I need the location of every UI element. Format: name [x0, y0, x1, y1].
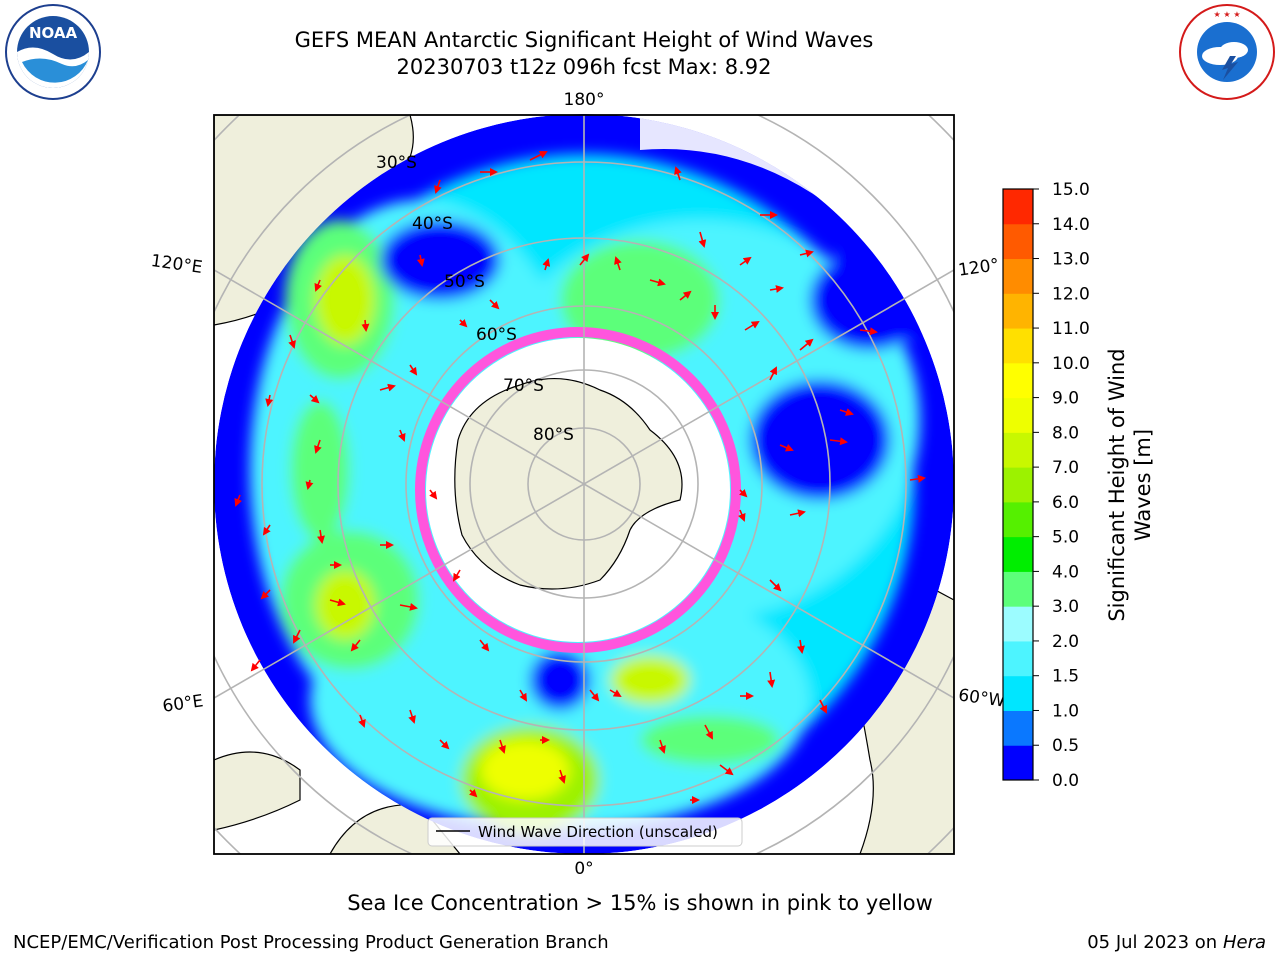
colorbar: 0.0 0.5 1.0 1.5 2.0 3.0 4.0 5.0 6.0 7.0 8.0 9.0 10.0…: [1002, 180, 1155, 791]
colorbar-segment: [1003, 710, 1033, 746]
colorbar-segment: [1003, 328, 1033, 364]
colorbar-tick-label: 1.0: [1052, 701, 1079, 721]
colorbar-segment: [1003, 258, 1033, 294]
lon-label-0: 0°: [574, 859, 593, 879]
lat-label-40s: 40°S: [412, 214, 453, 234]
date-text: 05 Jul 2023 on: [1087, 932, 1218, 953]
colorbar-segment: [1003, 571, 1033, 607]
colorbar-tick-label: 0.5: [1052, 736, 1079, 756]
noaa-logo-text: NOAA: [29, 24, 78, 42]
date-stamp: 05 Jul 2023 on Hera: [1087, 932, 1266, 953]
colorbar-tick-label: 14.0: [1052, 215, 1090, 235]
colorbar-tick-label: 1.5: [1052, 667, 1079, 687]
colorbar-tick-label: 12.0: [1052, 284, 1090, 304]
lat-label-60s: 60°S: [476, 325, 517, 345]
map-title: GEFS MEAN Antarctic Significant Height o…: [294, 28, 874, 52]
colorbar-label-line1: Significant Height of Wind: [1105, 348, 1129, 621]
lon-label-180: 180°: [564, 90, 605, 110]
colorbar-tick-label: 4.0: [1052, 562, 1079, 582]
colorbar-segment: [1003, 745, 1033, 781]
colorbar-segment: [1003, 432, 1033, 468]
colorbar-segment: [1003, 189, 1033, 225]
colorbar-segment: [1003, 223, 1033, 260]
sea-ice-note: Sea Ice Concentration > 15% is shown in …: [347, 891, 933, 915]
map-subtitle: 20230703 t12z 096h fcst Max: 8.92: [396, 55, 772, 79]
colorbar-segment: [1003, 467, 1033, 503]
lon-label-60e: 60°E: [161, 691, 204, 716]
machine-name: Hera: [1222, 932, 1266, 953]
map-frame: [213, 114, 955, 855]
colorbar-tick-label: 11.0: [1052, 319, 1090, 339]
lat-label-30s: 30°S: [376, 153, 417, 173]
colorbar-tick-label: 3.0: [1052, 597, 1079, 617]
graticule: [214, 115, 954, 854]
legend-label: Wind Wave Direction (unscaled): [478, 823, 718, 841]
colorbar-segment: [1003, 640, 1033, 677]
colorbar-tick-label: 5.0: [1052, 528, 1079, 548]
lon-label-120w: 120°: [957, 255, 1000, 281]
colorbar-tick-label: 7.0: [1052, 458, 1079, 478]
colorbar-segment: [1003, 675, 1033, 711]
colorbar-tick-label: 15.0: [1052, 180, 1090, 200]
colorbar-tick-label: 9.0: [1052, 389, 1079, 409]
lat-label-50s: 50°S: [444, 272, 485, 292]
colorbar-label-line2: Waves [m]: [1131, 429, 1155, 541]
colorbar-tick-label: 0.0: [1052, 771, 1079, 791]
credit-text: NCEP/EMC/Verification Post Processing Pr…: [13, 932, 609, 953]
colorbar-segment: [1003, 397, 1033, 433]
lon-label-60w: 60°W: [957, 685, 1006, 711]
colorbar-segment: [1003, 293, 1033, 329]
antarctica-land: [454, 378, 683, 590]
lat-label-80s: 80°S: [533, 425, 574, 445]
colorbar-tick-label: 10.0: [1052, 354, 1090, 374]
lon-label-120e: 120°E: [150, 251, 204, 278]
lat-label-70s: 70°S: [503, 376, 544, 396]
colorbar-segment: [1003, 606, 1033, 642]
colorbar-segment: [1003, 362, 1033, 399]
colorbar-frame: [1002, 188, 1034, 781]
colorbar-tick-label: 2.0: [1052, 632, 1079, 652]
colorbar-tick-label: 6.0: [1052, 493, 1079, 513]
colorbar-segment: [1003, 501, 1033, 538]
colorbar-segment: [1003, 536, 1033, 572]
svg-text:★ ★ ★: ★ ★ ★: [1213, 10, 1240, 19]
colorbar-tick-label: 13.0: [1052, 250, 1090, 270]
nws-logo: ★ ★ ★: [1179, 4, 1275, 100]
map-legend: Wind Wave Direction (unscaled): [427, 817, 743, 847]
colorbar-tick-label: 8.0: [1052, 423, 1079, 443]
noaa-logo: NOAA: [5, 4, 101, 100]
wave-direction-arrows: [234, 151, 926, 804]
